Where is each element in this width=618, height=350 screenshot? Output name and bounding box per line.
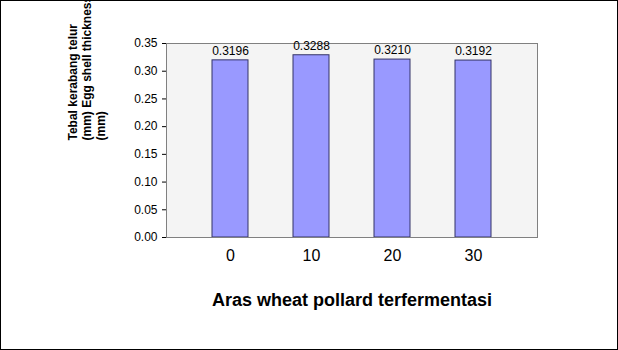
svg-text:0.10: 0.10 xyxy=(134,175,158,189)
svg-text:Tebal kerabang telur(mm) Egg s: Tebal kerabang telur(mm) Egg shell thick… xyxy=(66,1,108,141)
svg-text:0.20: 0.20 xyxy=(134,119,158,133)
svg-text:0.00: 0.00 xyxy=(134,230,158,244)
svg-text:0.05: 0.05 xyxy=(134,203,158,217)
svg-text:0.3288: 0.3288 xyxy=(293,39,330,53)
svg-text:0.3210: 0.3210 xyxy=(374,43,411,57)
svg-text:0.3192: 0.3192 xyxy=(455,44,492,58)
svg-text:0.25: 0.25 xyxy=(134,92,158,106)
svg-text:Aras wheat pollard terfermenta: Aras wheat pollard terfermentasi xyxy=(212,290,492,310)
svg-text:20: 20 xyxy=(384,247,402,264)
svg-text:0.15: 0.15 xyxy=(134,147,158,161)
svg-text:0.30: 0.30 xyxy=(134,64,158,78)
svg-text:0.3196: 0.3196 xyxy=(212,44,249,58)
svg-text:10: 10 xyxy=(303,247,321,264)
svg-text:0.35: 0.35 xyxy=(134,36,158,50)
svg-text:30: 30 xyxy=(465,247,483,264)
svg-text:0: 0 xyxy=(226,247,235,264)
